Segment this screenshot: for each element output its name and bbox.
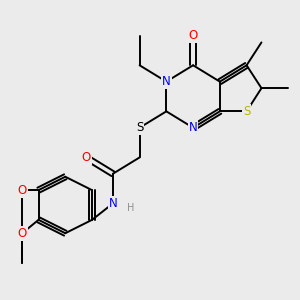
Text: S: S: [136, 121, 143, 134]
Text: N: N: [162, 75, 171, 88]
Text: O: O: [82, 151, 91, 164]
Text: H: H: [127, 203, 134, 213]
Text: N: N: [109, 197, 117, 210]
Text: O: O: [188, 29, 198, 42]
Text: S: S: [243, 105, 250, 118]
Text: O: O: [18, 184, 27, 196]
Text: O: O: [18, 227, 27, 240]
Text: N: N: [189, 121, 197, 134]
